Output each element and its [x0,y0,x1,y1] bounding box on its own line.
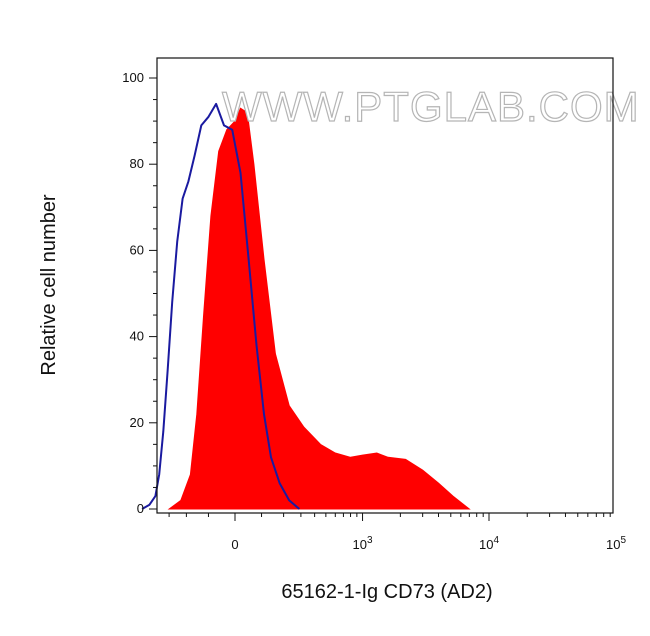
plot-frame [156,57,614,514]
x-tick-label: 0 [231,537,238,552]
y-tick-label: 100 [122,70,144,85]
x-tick-label: 104 [479,535,499,552]
plot-border [156,57,614,514]
y-tick-label: 20 [130,415,144,430]
y-tick-label: 0 [137,501,144,516]
y-tick-label: 80 [130,156,144,171]
plot-data-layer [141,102,471,510]
y-tick-label: 40 [130,329,144,344]
watermark-text: WWW.PTGLAB.COM [222,83,640,130]
series-filled-histogram [167,107,471,510]
x-tick-label: 105 [606,535,626,552]
series-outline-histogram [141,102,301,510]
x-axis-title: 65162-1-Ig CD73 (AD2) [281,581,492,603]
y-tick-label: 60 [130,242,144,257]
x-tick-label: 103 [353,535,373,552]
y-axis-title: Relative cell number [38,194,60,376]
axis-ticks: 0 20 40 60 80 100 0 103 104 105 [122,70,626,552]
